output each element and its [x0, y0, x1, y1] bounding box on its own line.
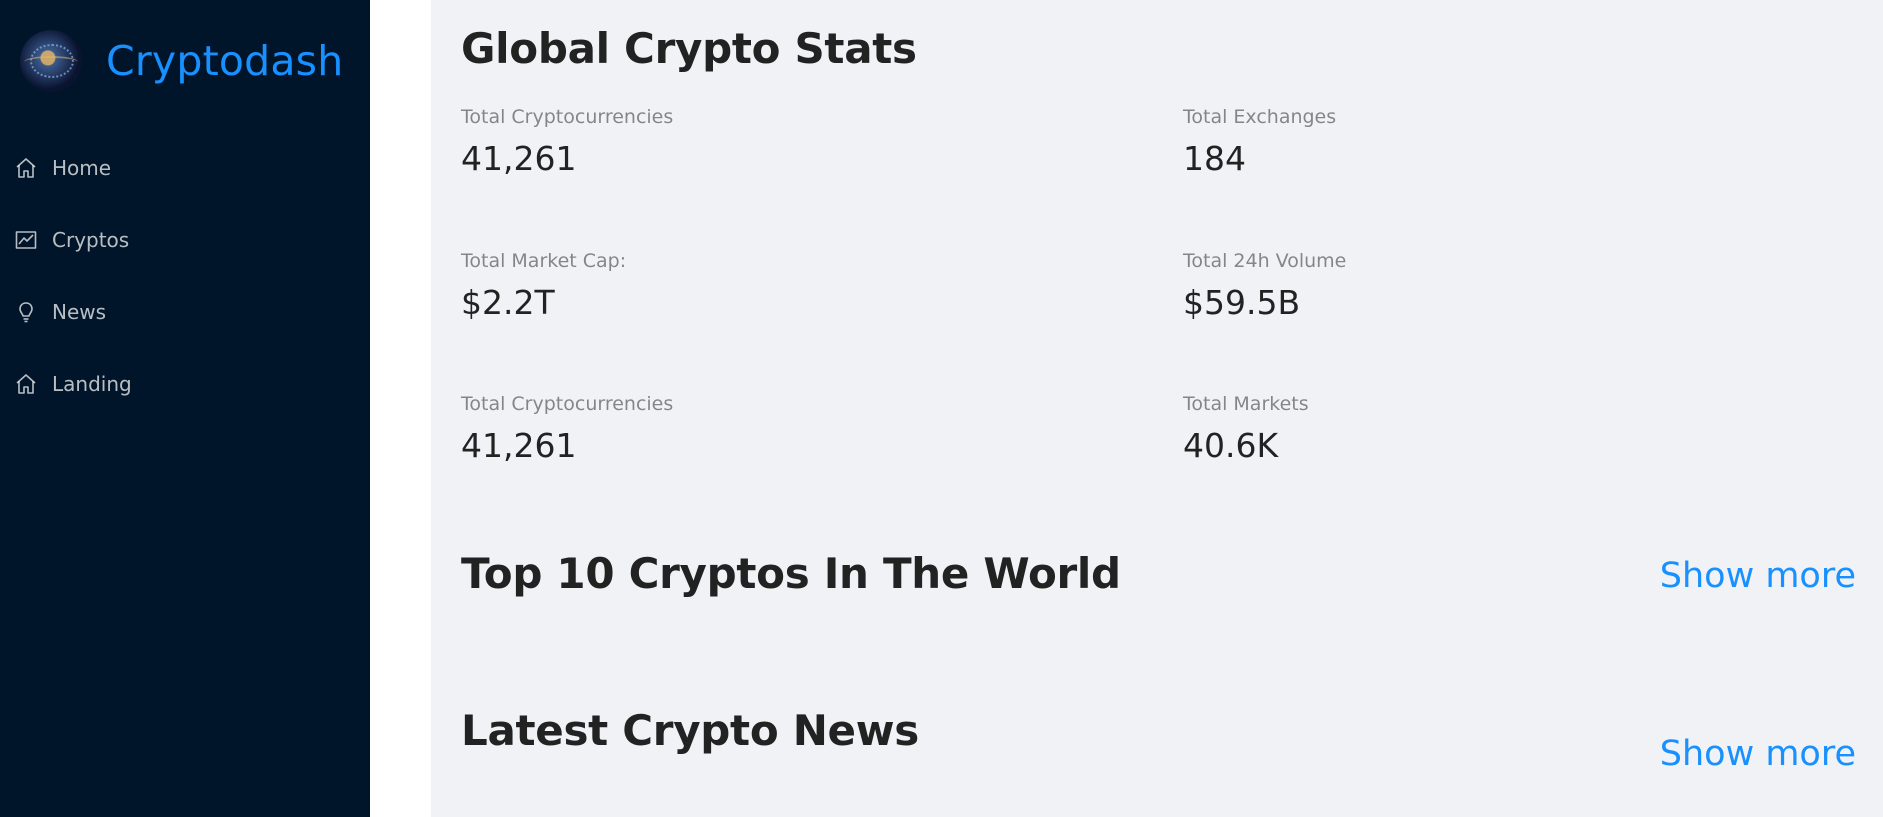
stat-label: Total Exchanges [1183, 106, 1337, 128]
sidebar-item-landing[interactable]: Landing [0, 348, 370, 420]
stat-total-cryptocurrencies: Total Cryptocurrencies 41,261 [461, 106, 673, 178]
stat-value: 41,261 [461, 426, 577, 465]
sidebar-item-label: Cryptos [52, 228, 130, 252]
home-icon [16, 158, 36, 178]
home-icon [16, 374, 36, 394]
stat-total-exchanges: Total Exchanges 184 [1183, 106, 1336, 178]
sidebar-item-label: Home [52, 156, 112, 180]
sidebar-item-news[interactable]: News [0, 276, 370, 348]
stat-total-24h-volume: Total 24h Volume $59.5B [1183, 250, 1346, 322]
stat-value: $59.5B [1183, 283, 1301, 322]
stat-label: Total Markets [1183, 393, 1309, 415]
stat-total-market-cap: Total Market Cap: $2.2T [461, 250, 626, 322]
stat-label: Total Cryptocurrencies [461, 106, 674, 128]
stat-total-markets: Total Markets 40.6K [1183, 393, 1309, 465]
top-cryptos-title: Top 10 Cryptos In The World [461, 549, 1121, 598]
globe-icon [20, 30, 82, 92]
stat-value: 184 [1183, 139, 1246, 178]
line-chart-icon [15, 231, 37, 249]
stat-label: Total Market Cap: [461, 250, 627, 272]
news-show-more-link[interactable]: Show more [1659, 734, 1856, 774]
stats-title: Global Crypto Stats [461, 24, 917, 73]
stat-value: $2.2T [461, 283, 555, 322]
sidebar-menu: Home Cryptos News Landing [0, 132, 370, 420]
sidebar-item-label: News [52, 300, 107, 324]
main-content: Global Crypto Stats Total Cryptocurrenci… [431, 0, 1883, 817]
sidebar-item-home[interactable]: Home [0, 132, 370, 204]
top-cryptos-show-more-link[interactable]: Show more [1659, 556, 1856, 596]
stat-label: Total Cryptocurrencies [461, 393, 674, 415]
stat-label: Total 24h Volume [1183, 250, 1347, 272]
sidebar-item-cryptos[interactable]: Cryptos [0, 204, 370, 276]
brand-title[interactable]: Cryptodash [106, 37, 344, 85]
stat-value: 40.6K [1183, 426, 1279, 465]
stat-total-cryptocurrencies: Total Cryptocurrencies 41,261 [461, 393, 673, 465]
news-title: Latest Crypto News [461, 706, 919, 755]
sidebar-item-label: Landing [52, 372, 132, 396]
sidebar: Cryptodash Home Cryptos News [0, 0, 370, 817]
brand[interactable]: Cryptodash [20, 30, 343, 92]
bulb-icon [19, 302, 33, 323]
stat-value: 41,261 [461, 139, 577, 178]
layout-gutter [370, 0, 431, 817]
